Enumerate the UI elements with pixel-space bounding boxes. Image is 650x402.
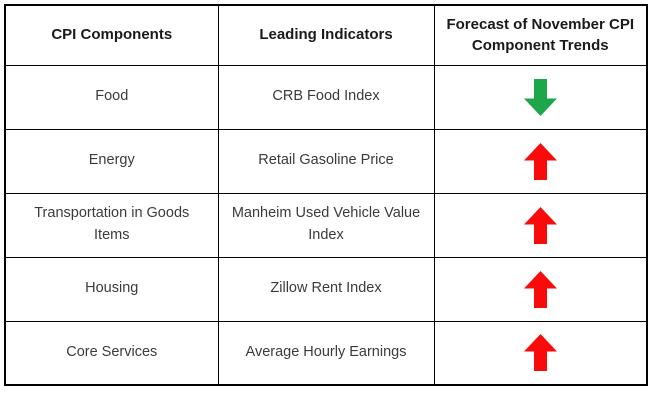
indicator-cell: Zillow Rent Index: [217, 256, 435, 322]
header-row: CPI Components Leading Indicators Foreca…: [4, 4, 648, 66]
indicator-cell: Manheim Used Vehicle Value Index: [217, 192, 435, 258]
component-cell: Food: [4, 64, 219, 130]
component-cell: Housing: [4, 256, 219, 322]
table-row-food: Food CRB Food Index: [4, 64, 648, 130]
column-header-forecast-trends: Forecast of November CPI Component Trend…: [433, 4, 648, 66]
trend-cell: [433, 128, 648, 194]
up-arrow-shape: [523, 334, 557, 372]
trend-cell: [433, 192, 648, 258]
up-arrow-icon: [523, 334, 557, 372]
down-arrow-shape: [523, 78, 557, 116]
indicator-cell: CRB Food Index: [217, 64, 435, 130]
up-arrow-shape: [523, 142, 557, 180]
indicator-cell: Retail Gasoline Price: [217, 128, 435, 194]
table-row-transportation: Transportation in Goods Items Manheim Us…: [4, 192, 648, 258]
trend-cell: [433, 320, 648, 386]
column-header-cpi-components: CPI Components: [4, 4, 219, 66]
cpi-forecast-table: CPI Components Leading Indicators Foreca…: [4, 4, 648, 386]
table-row-housing: Housing Zillow Rent Index: [4, 256, 648, 322]
table-row-energy: Energy Retail Gasoline Price: [4, 128, 648, 194]
component-cell: Core Services: [4, 320, 219, 386]
up-arrow-shape: [523, 270, 557, 308]
table-row-core-services: Core Services Average Hourly Earnings: [4, 320, 648, 386]
up-arrow-icon: [523, 206, 557, 244]
down-arrow-icon: [523, 78, 557, 116]
indicator-cell: Average Hourly Earnings: [217, 320, 435, 386]
trend-cell: [433, 256, 648, 322]
up-arrow-shape: [523, 206, 557, 244]
trend-cell: [433, 64, 648, 130]
column-header-leading-indicators: Leading Indicators: [217, 4, 435, 66]
up-arrow-icon: [523, 142, 557, 180]
up-arrow-icon: [523, 270, 557, 308]
component-cell: Transportation in Goods Items: [4, 192, 219, 258]
component-cell: Energy: [4, 128, 219, 194]
